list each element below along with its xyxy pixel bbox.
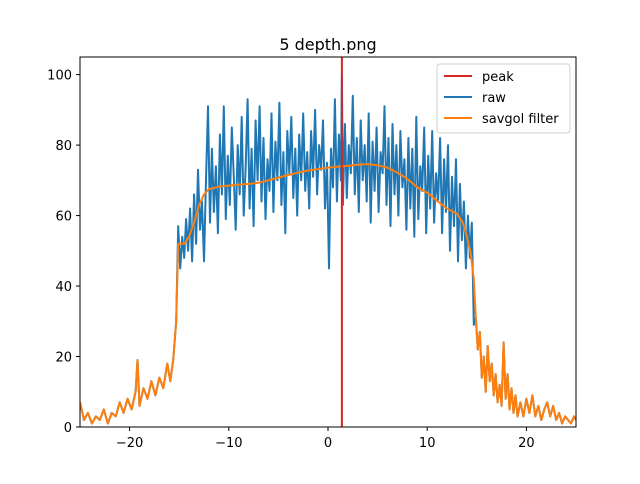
y-axis: 0 20 40 60 80 100 xyxy=(47,69,80,436)
legend-box xyxy=(436,63,571,134)
legend-label-savgol-filter: savgol filter xyxy=(482,112,559,127)
y-tick-label: 60 xyxy=(55,210,72,225)
plot-frame xyxy=(79,56,577,428)
y-tick-label: 20 xyxy=(55,351,72,366)
x-tick-label: −10 xyxy=(215,436,242,451)
x-axis: −20 −10 0 10 20 xyxy=(116,427,535,451)
chart-title: 5 depth.png xyxy=(279,35,376,54)
x-tick-label: 20 xyxy=(518,436,535,451)
y-tick-label: 40 xyxy=(55,280,72,295)
legend: peak raw savgol filter xyxy=(436,63,571,134)
y-tick-label: 100 xyxy=(47,69,72,84)
plot-area xyxy=(80,57,576,427)
x-tick-label: 10 xyxy=(419,436,436,451)
legend-label-raw: raw xyxy=(482,91,506,106)
series-line-savgol-filter xyxy=(80,163,576,425)
legend-label-peak: peak xyxy=(482,70,514,85)
y-tick-label: 0 xyxy=(64,421,72,436)
y-tick-label: 80 xyxy=(55,139,72,154)
x-tick-label: −20 xyxy=(116,436,143,451)
x-tick-label: 0 xyxy=(324,436,332,451)
